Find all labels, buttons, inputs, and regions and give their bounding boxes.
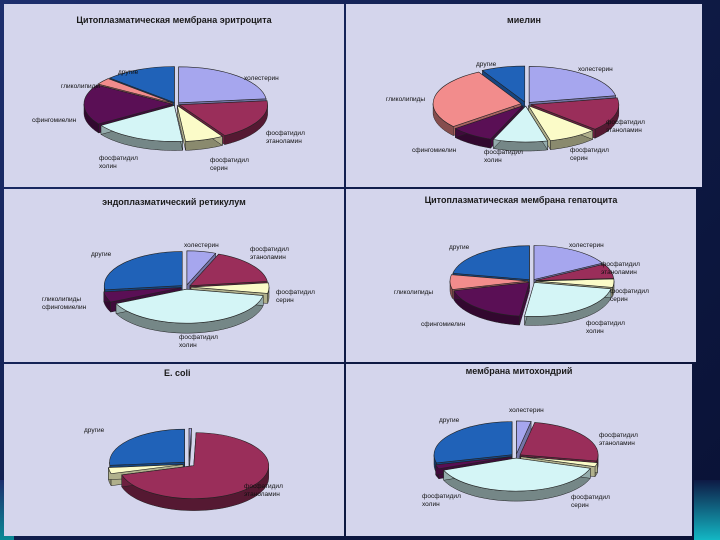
pie-chart-mitochondria: холестеринфосфатидилэтаноламинфосфатидил… (422, 407, 638, 509)
slice-label: холин (586, 328, 604, 335)
pie-slice (443, 457, 591, 502)
slice-label: фосфатидил (422, 493, 461, 500)
pie-slice (492, 105, 549, 152)
chart-title: миелин (507, 15, 541, 25)
slice-label: сфингомиелин (421, 321, 466, 328)
slice-label: фосфатидил (250, 246, 289, 253)
chart-panel-er: эндоплазматический ретикулум холестерин ф… (4, 189, 344, 362)
pie-slice (453, 281, 530, 326)
slice-label: фосфатидил (276, 289, 315, 296)
slice-label: серин (570, 155, 588, 162)
slice-label: холин (484, 157, 502, 164)
slice-label: фосфатидил (99, 155, 138, 162)
slice-label: серин (276, 297, 294, 304)
slice-label: другие (84, 427, 105, 434)
slice-label: фосфатидил (599, 432, 638, 439)
slice-label: холестерин (184, 242, 219, 249)
chart-title: Цитоплазматическая мембрана эритроцита (76, 15, 272, 25)
pie-slice (121, 432, 270, 511)
slice-label: фосфатидил (210, 157, 249, 164)
pie-chart-er: холестеринфосфатидилэтаноламинфосфатидил… (42, 242, 315, 349)
slice-label: сфингомиелин (32, 117, 77, 124)
slice-label: гликолипиды (394, 289, 433, 296)
slice-label: серин (610, 296, 628, 303)
slice-label: другие (118, 69, 139, 76)
slice-label: серин (210, 165, 228, 172)
slice-label: фосфатидил (586, 320, 625, 327)
slice-label: другие (91, 251, 112, 258)
slice-label: фосфатидил (610, 288, 649, 295)
slice-label: фосфатидил (606, 119, 645, 126)
slice-label: фосфатидил (484, 149, 523, 156)
slice-label: фосфатидил (570, 147, 609, 154)
chart-title: мембрана митохондрий (465, 366, 573, 376)
chart-title: E. coli (164, 368, 191, 378)
slice-label: сфингомиелин (412, 147, 457, 154)
chart-panel-erythrocyte: Цитоплазматическая мембрана эритроцита х… (4, 4, 344, 187)
slice-label: другие (476, 61, 497, 68)
pie-chart-myelin: холестеринфосфатидилэтаноламинфосфатидил… (386, 61, 645, 164)
slice-label: фосфатидил (179, 334, 218, 341)
slice-label: холин (179, 342, 197, 349)
slice-label: холестерин (509, 407, 544, 414)
slice-label: этаноламин (599, 440, 635, 447)
slice-label: холестерин (578, 66, 613, 73)
chart-title: эндоплазматический ретикулум (102, 197, 246, 207)
slice-label: фосфатидил (571, 494, 610, 501)
pie-slice (115, 288, 264, 334)
pie-slice (524, 282, 612, 326)
slice-label: фосфатидил (266, 130, 305, 137)
slice-label: холестерин (569, 242, 604, 249)
pie-slice (176, 104, 224, 151)
background-accent-right (694, 480, 720, 540)
slice-label: этаноламин (250, 254, 286, 261)
slice-label: гликолипиды (61, 83, 100, 90)
slice-label: фосфатидил (244, 483, 283, 490)
slice-label: этаноламин (606, 127, 642, 134)
slice-label: серин (571, 502, 589, 509)
slice-label: фосфатидил (601, 261, 640, 268)
slice-label: холин (99, 163, 117, 170)
slice-label: этаноламин (244, 491, 280, 498)
pie-slice (100, 105, 184, 151)
slice-label: этаноламин (601, 269, 637, 276)
slice-label: другие (449, 244, 470, 251)
chart-panel-mitochondria: мембрана митохондрий холестерин фосфатиди… (346, 364, 692, 536)
chart-panel-myelin: миелин холестерин фосфатидил этаноламин фос… (346, 4, 702, 187)
slice-label: гликолипиды (386, 96, 425, 103)
slice-label: этаноламин (266, 138, 302, 145)
slice-label: другие (439, 417, 460, 424)
slice-label: сфингомиелин (42, 304, 87, 311)
slice-label: холин (422, 501, 440, 508)
chart-panel-ecoli: E. coli фосфатидил этаноламин другие (4, 364, 344, 536)
chart-title: Цитоплазматическая мембрана гепатоцита (424, 195, 618, 205)
pie-chart-erythrocyte: холестеринфосфатидилэтаноламинфосфатидил… (32, 66, 305, 172)
slice-label: холестерин (244, 75, 279, 82)
chart-panel-hepatocyte: Цитоплазматическая мембрана гепатоцита х… (346, 189, 696, 362)
slice-label: гликолипиды (42, 296, 81, 303)
pie-chart-hepatocyte: холестеринфосфатидилэтаноламинфосфатидил… (394, 242, 649, 335)
